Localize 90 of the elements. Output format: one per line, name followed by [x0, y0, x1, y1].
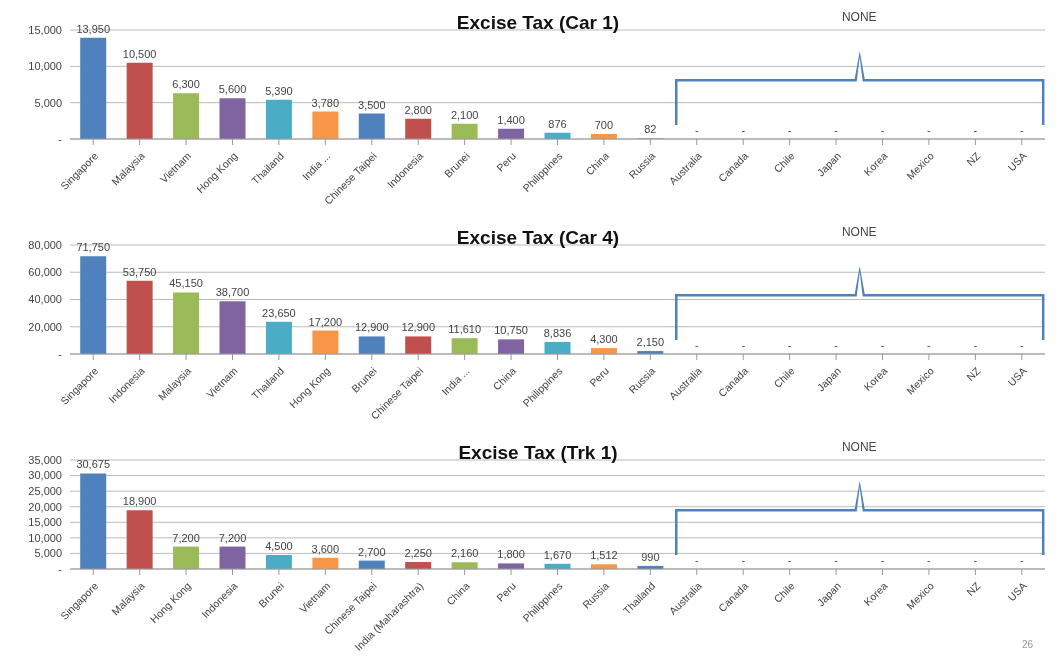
data-label: 3,780 [311, 96, 340, 109]
data-label: - [741, 339, 746, 351]
data-label: 38,700 [215, 286, 250, 299]
data-label: 2,100 [450, 108, 479, 121]
data-label: 10,750 [494, 324, 528, 337]
data-label: 13,950 [76, 22, 111, 35]
data-label: 71,750 [76, 241, 111, 254]
data-label: - [927, 554, 932, 566]
data-label: 7,200 [218, 531, 247, 544]
data-label: 23,650 [262, 306, 296, 319]
data-label: - [1019, 554, 1024, 566]
data-label: 12,900 [354, 321, 389, 334]
data-label: 53,750 [122, 265, 157, 278]
data-label: 4,500 [265, 539, 293, 552]
y-tick-label: 20,000 [28, 500, 62, 513]
data-label: - [834, 124, 839, 136]
data-label: - [694, 554, 699, 566]
data-label: 10,500 [122, 47, 157, 60]
data-label: 3,500 [358, 98, 386, 111]
data-label: - [973, 554, 978, 566]
data-label: - [694, 124, 699, 136]
y-tick-label: 20,000 [28, 320, 62, 333]
data-label: 45,150 [169, 277, 203, 290]
data-label: - [741, 124, 746, 136]
text: NONE [840, 225, 878, 239]
y-tick-label: - [58, 562, 63, 575]
data-label: - [927, 124, 932, 136]
y-tick-label: 15,000 [28, 516, 62, 529]
y-tick-label: - [58, 347, 63, 360]
y-tick-label: - [58, 132, 63, 145]
y-tick-label: 80,000 [28, 238, 62, 251]
data-label: 3,600 [311, 542, 340, 555]
y-tick-label: 60,000 [28, 266, 62, 279]
data-label: - [834, 554, 839, 566]
data-label: 7,200 [172, 531, 200, 544]
chart-title: Excise Tax (Car 1) [455, 12, 621, 34]
x-tick-label: NZ [964, 364, 983, 383]
data-label: 1,512 [590, 549, 618, 562]
data-label: 876 [548, 117, 567, 130]
y-tick-label: 5,000 [34, 96, 62, 109]
data-label: 6,300 [172, 78, 200, 91]
y-tick-label: 10,000 [28, 60, 62, 73]
data-label: 2,150 [636, 336, 665, 349]
data-label: 700 [594, 118, 614, 131]
data-label: - [880, 554, 885, 566]
data-label: - [880, 339, 885, 351]
text: NONE [840, 440, 878, 454]
data-label: - [1019, 124, 1024, 136]
data-label: 17,200 [308, 315, 343, 328]
data-label: 2,700 [358, 545, 386, 558]
chart-title: Excise Tax (Car 4) [455, 227, 621, 249]
y-tick-label: 10,000 [28, 531, 62, 544]
chart-title: Excise Tax (Trk 1) [457, 442, 619, 464]
y-tick-label: 15,000 [28, 23, 62, 36]
data-label: - [973, 339, 978, 351]
data-label: - [973, 124, 978, 136]
data-label: - [880, 124, 885, 136]
y-tick-label: 25,000 [28, 485, 62, 498]
data-label: 2,250 [404, 546, 432, 559]
data-label: - [1019, 339, 1024, 351]
y-tick-label: 5,000 [34, 547, 62, 560]
data-label: 18,900 [122, 495, 157, 508]
data-label: 1,800 [497, 548, 525, 561]
text: 26 [1021, 639, 1033, 650]
x-tick-label: NZ [964, 579, 983, 598]
data-label: - [787, 339, 792, 351]
y-tick-label: 35,000 [28, 453, 62, 466]
data-label: - [834, 339, 839, 351]
data-label: 1,400 [497, 113, 525, 126]
data-label: 2,800 [404, 103, 432, 116]
data-label: 8,836 [543, 326, 572, 339]
y-tick-label: 40,000 [28, 293, 62, 306]
data-label: - [787, 124, 792, 136]
text: NONE [840, 10, 878, 24]
y-tick-label: 30,000 [28, 469, 62, 482]
data-label: 82 [644, 123, 657, 136]
x-tick-label: NZ [964, 149, 983, 168]
data-label: - [741, 554, 746, 566]
data-label: - [927, 339, 932, 351]
data-label: 12,900 [401, 321, 436, 334]
data-label: 4,300 [590, 333, 618, 346]
data-label: 2,160 [450, 547, 479, 560]
data-label: 30,675 [76, 458, 111, 471]
data-label: 990 [641, 550, 660, 563]
data-label: 5,390 [265, 84, 293, 97]
data-label: - [787, 554, 792, 566]
data-label: 1,670 [543, 548, 572, 561]
data-label: 11,610 [448, 323, 482, 336]
data-label: 5,600 [218, 83, 247, 96]
data-label: - [694, 339, 699, 351]
